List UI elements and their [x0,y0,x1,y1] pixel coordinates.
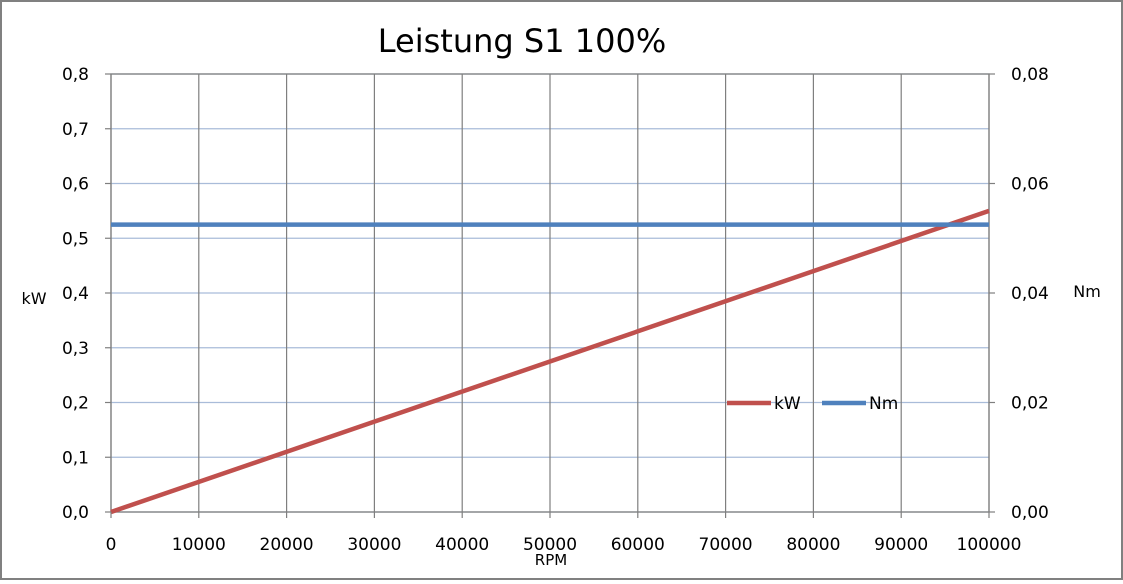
x-tick-label: 0 [106,535,117,555]
y-tick-label: 0,3 [62,339,89,359]
y2-axis-label: Nm [1073,282,1101,301]
y2-axis-ticks: 0,00 0,02 0,04 0,06 0,08 [989,65,1049,523]
x-tick-label: 50000 [523,535,577,555]
y-axis-ticks: 0,0 0,1 0,2 0,3 0,4 0,5 0,6 0,7 0,8 [62,65,111,523]
y2-tick-label: 0,02 [1011,394,1049,414]
y-tick-label: 0,5 [62,229,89,249]
y2-tick-label: 0,08 [1011,65,1049,85]
y2-tick-label: 0,04 [1011,284,1049,304]
x-axis-ticks: 0 10000 20000 30000 40000 50000 60000 70000 8000… [106,512,1022,555]
y-axis-label: kW [21,289,46,308]
x-axis-label: RPM [535,551,567,569]
y2-tick-label: 0,00 [1011,503,1049,523]
x-tick-label: 20000 [260,535,314,555]
y-tick-label: 0,2 [62,394,89,414]
series-line-kw [110,208,990,515]
y-tick-label: 0,7 [62,120,89,140]
y-tick-label: 0,6 [62,175,89,195]
y-tick-label: 0,1 [62,448,89,468]
y-tick-label: 0,8 [62,65,89,85]
x-tick-label: 80000 [786,535,840,555]
legend-label-nm: Nm [869,394,898,414]
x-tick-label: 70000 [699,535,753,555]
x-tick-label: 100000 [957,535,1022,555]
x-tick-label: 10000 [172,535,226,555]
legend-label-kw: kW [774,394,801,414]
x-tick-label: 30000 [347,535,401,555]
x-tick-label: 90000 [874,535,928,555]
y2-tick-label: 0,06 [1011,175,1049,195]
series-layer [110,208,990,515]
y-tick-label: 0,0 [62,503,89,523]
legend: kW Nm [727,394,898,414]
chart-title: Leistung S1 100% [378,22,666,60]
x-tick-label: 40000 [435,535,489,555]
x-tick-label: 60000 [611,535,665,555]
y-tick-label: 0,4 [62,284,89,304]
